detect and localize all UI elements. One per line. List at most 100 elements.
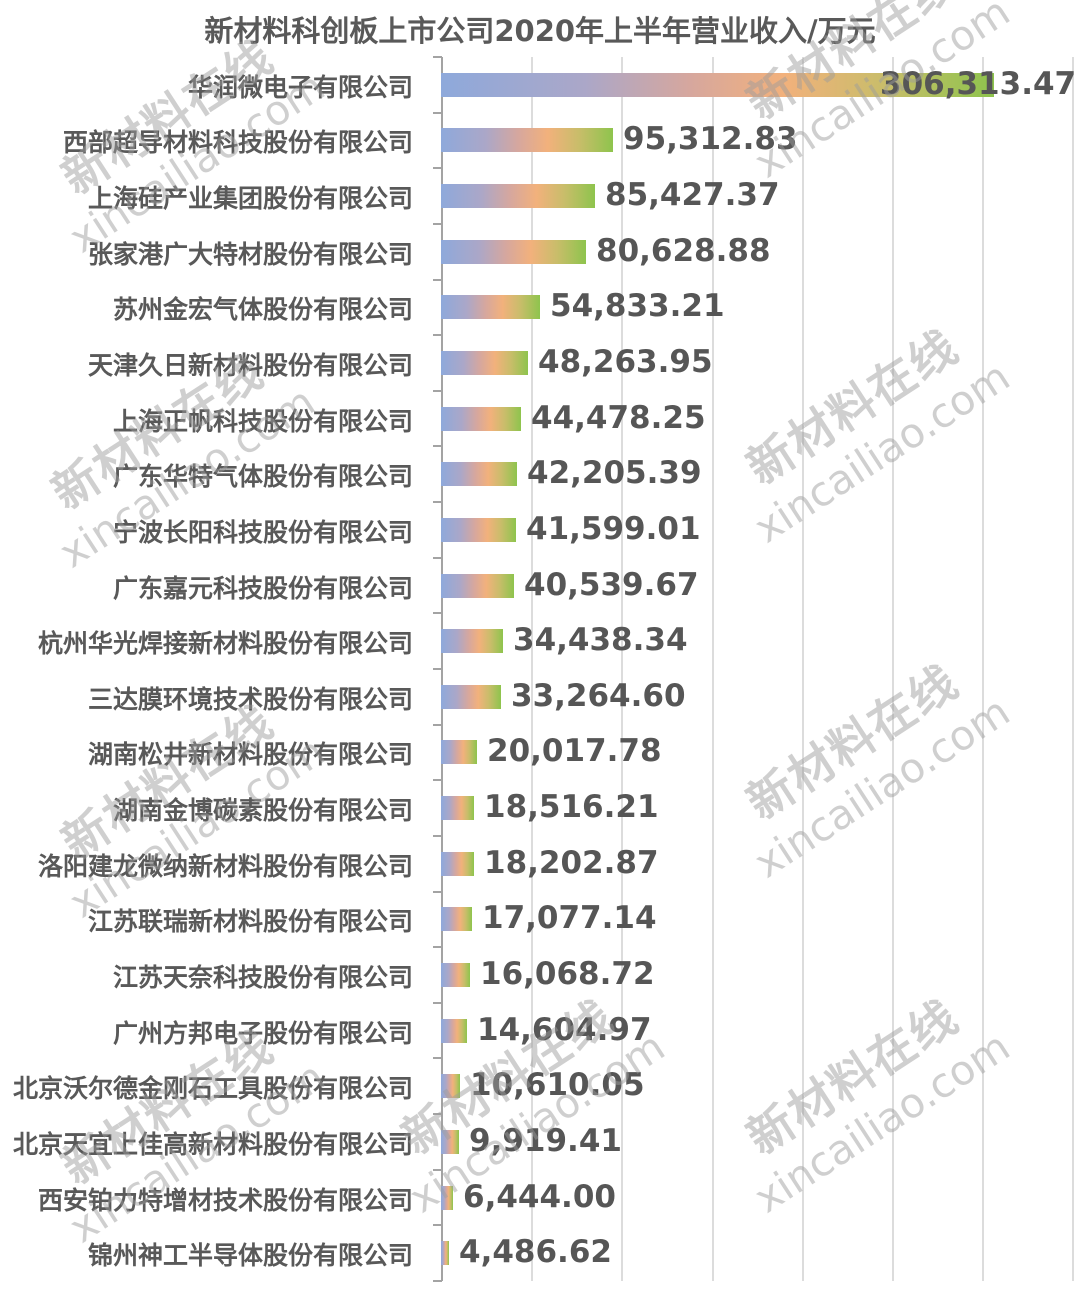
category-label: 天津久日新材料股份有限公司	[87, 351, 413, 380]
axis-tick	[433, 835, 442, 837]
bar	[441, 1074, 460, 1098]
category-label: 上海正帆科技股份有限公司	[112, 407, 413, 436]
axis-tick	[433, 445, 442, 447]
value-label: 54,833.21	[550, 288, 725, 324]
axis-tick	[433, 946, 442, 948]
category-label: 广州方邦电子股份有限公司	[112, 1019, 413, 1048]
bar	[441, 518, 516, 542]
value-label: 33,264.60	[511, 678, 686, 714]
category-label: 江苏联瑞新材料股份有限公司	[87, 907, 413, 936]
bar	[441, 1130, 459, 1154]
axis-tick	[433, 1224, 442, 1226]
watermark-text-cn: 新材料在线	[737, 654, 968, 831]
watermark-text-en: xincailiao.com	[745, 686, 1018, 887]
value-label: 18,516.21	[484, 789, 659, 825]
value-label: 306,313.47	[880, 66, 1077, 102]
axis-tick	[433, 668, 442, 670]
gridline	[982, 57, 985, 1281]
category-label: 广东嘉元科技股份有限公司	[112, 574, 413, 603]
category-label: 华润微电子有限公司	[187, 73, 413, 102]
chart-title: 新材料科创板上市公司2020年上半年营业收入/万元	[204, 14, 876, 48]
category-label: 张家港广大特材股份有限公司	[87, 240, 413, 269]
bar	[441, 1186, 453, 1210]
bar	[441, 128, 613, 152]
bar	[441, 407, 521, 431]
watermark-text-cn: 新材料在线	[737, 319, 968, 496]
bar	[441, 963, 470, 987]
bar	[441, 852, 474, 876]
bar	[441, 351, 528, 375]
value-label: 40,539.67	[524, 567, 699, 603]
bar	[441, 73, 994, 97]
category-label: 洛阳建龙微纳新材料股份有限公司	[37, 852, 413, 881]
axis-tick	[433, 334, 442, 336]
category-axis-line	[441, 57, 443, 1281]
axis-tick	[433, 724, 442, 726]
bar	[441, 240, 586, 264]
category-label: 湖南金博碳素股份有限公司	[112, 796, 413, 825]
gridline	[711, 57, 714, 1281]
value-label: 80,628.88	[596, 233, 771, 269]
value-label: 4,486.62	[459, 1234, 612, 1270]
axis-tick	[433, 167, 442, 169]
gridline	[531, 57, 534, 1281]
value-label: 42,205.39	[527, 455, 702, 491]
category-label: 西安铂力特增材技术股份有限公司	[37, 1186, 413, 1215]
watermark-text-en: xincailiao.com	[745, 1021, 1018, 1222]
category-label: 北京沃尔德金刚石工具股份有限公司	[12, 1074, 413, 1103]
category-label: 江苏天奈科技股份有限公司	[112, 963, 413, 992]
axis-tick	[433, 1280, 442, 1282]
gridline	[801, 57, 804, 1281]
axis-tick	[433, 501, 442, 503]
axis-tick	[433, 612, 442, 614]
value-label: 14,604.97	[477, 1012, 652, 1048]
gridline	[621, 57, 624, 1281]
value-label: 34,438.34	[513, 622, 688, 658]
axis-tick	[433, 891, 442, 893]
bar	[441, 907, 472, 931]
value-label: 95,312.83	[623, 121, 798, 157]
value-label: 6,444.00	[463, 1179, 616, 1215]
value-label: 44,478.25	[531, 400, 706, 436]
axis-tick	[433, 1002, 442, 1004]
axis-tick	[433, 279, 442, 281]
bar	[441, 462, 517, 486]
bar	[441, 740, 477, 764]
bar	[441, 1241, 449, 1265]
category-label: 苏州金宏气体股份有限公司	[112, 295, 413, 324]
value-label: 16,068.72	[480, 956, 655, 992]
gridline	[892, 57, 894, 1281]
value-label: 18,202.87	[484, 845, 659, 881]
value-label: 48,263.95	[538, 344, 713, 380]
bar	[441, 295, 540, 319]
axis-tick	[433, 779, 442, 781]
bar	[441, 574, 514, 598]
value-label: 41,599.01	[526, 511, 701, 547]
bar	[441, 629, 503, 653]
bar	[441, 1019, 467, 1043]
category-label: 锦州神工半导体股份有限公司	[87, 1241, 413, 1270]
category-label: 北京天宜上佳高新材料股份有限公司	[12, 1130, 413, 1159]
axis-tick	[433, 56, 442, 58]
axis-tick	[433, 1113, 442, 1115]
value-label: 85,427.37	[605, 177, 780, 213]
category-label: 三达膜环境技术股份有限公司	[87, 685, 413, 714]
value-label: 10,610.05	[470, 1067, 645, 1103]
category-label: 湖南松井新材料股份有限公司	[87, 740, 413, 769]
axis-tick	[433, 557, 442, 559]
value-label: 17,077.14	[482, 900, 657, 936]
value-label: 9,919.41	[469, 1123, 622, 1159]
watermark-text-en: xincailiao.com	[745, 351, 1018, 552]
gridline	[1072, 57, 1075, 1281]
category-label: 杭州华光焊接新材料股份有限公司	[37, 629, 413, 658]
category-label: 宁波长阳科技股份有限公司	[112, 518, 413, 547]
value-label: 20,017.78	[487, 733, 662, 769]
category-label: 上海硅产业集团股份有限公司	[87, 184, 413, 213]
axis-tick	[433, 1057, 442, 1059]
axis-tick	[433, 223, 442, 225]
axis-tick	[433, 112, 442, 114]
bar	[441, 184, 595, 208]
axis-tick	[433, 1169, 442, 1171]
